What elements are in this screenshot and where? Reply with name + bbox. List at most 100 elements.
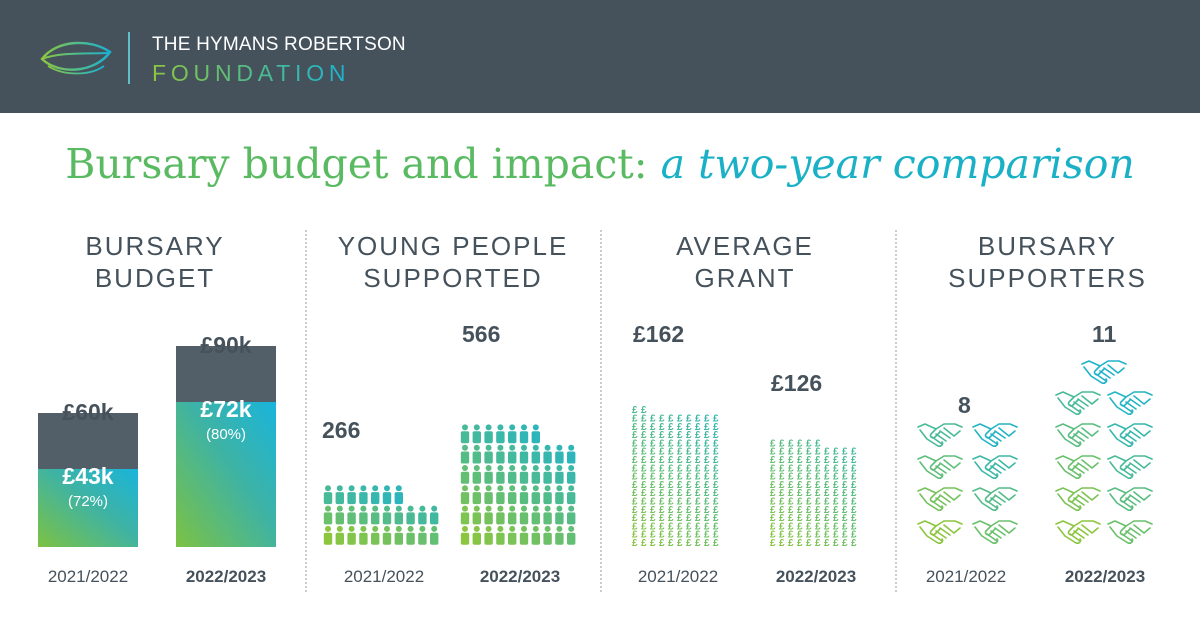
pound-icon: £ — [842, 505, 848, 516]
pound-icon: £ — [824, 455, 830, 466]
pound-icon: £ — [641, 430, 647, 441]
pound-icon: £ — [713, 521, 719, 532]
pound-icon: £ — [806, 488, 812, 499]
pound-icon: £ — [686, 488, 692, 499]
pound-icon: £ — [668, 488, 674, 499]
pound-icon: £ — [650, 455, 656, 466]
pound-icon: £ — [695, 513, 701, 524]
budget-spent-label: £72k — [200, 396, 252, 423]
person-icon — [496, 424, 505, 444]
person-icon — [496, 505, 505, 525]
person-icon — [508, 505, 517, 525]
brand-name-line1: THE HYMANS ROBERTSON — [152, 34, 406, 55]
panel-title-supporters: BURSARY SUPPORTERS — [915, 230, 1180, 294]
pound-icon: £ — [686, 538, 692, 549]
person-icon — [382, 525, 392, 545]
pound-icon: £ — [797, 438, 803, 449]
year-label: 2021/2022 — [925, 567, 1007, 586]
panel-title-line: SUPPORTED — [363, 263, 543, 293]
pound-icon: £ — [770, 447, 776, 458]
person-icon — [460, 424, 470, 444]
handshake-icon — [972, 487, 1018, 511]
person-icon — [347, 525, 356, 545]
pound-icon: £ — [824, 505, 830, 516]
person-icon — [460, 444, 470, 464]
pound-icon: £ — [770, 455, 776, 466]
supporters-value-2021: 8 — [958, 392, 971, 418]
person-icon — [460, 485, 470, 505]
pound-icon: £ — [815, 530, 821, 541]
person-icon — [543, 525, 552, 545]
pound-icon: £ — [770, 530, 776, 541]
budget-spent-label: £43k — [62, 463, 114, 490]
pound-icon: £ — [641, 472, 647, 483]
pound-icon: £ — [686, 521, 692, 532]
pound-icon: £ — [704, 422, 710, 433]
handshake-icon — [917, 423, 963, 447]
budget-percent-label: (72%) — [67, 493, 108, 511]
person-icon — [519, 424, 529, 444]
logo-divider — [128, 32, 130, 84]
pound-icon: £ — [824, 530, 830, 541]
person-icon — [508, 485, 517, 505]
pound-icon: £ — [833, 488, 839, 499]
person-icon — [460, 525, 470, 545]
pound-icon: £ — [797, 488, 803, 499]
pound-icon: £ — [668, 521, 674, 532]
person-icon — [543, 444, 552, 464]
person-icon — [543, 505, 552, 525]
person-icon — [543, 465, 552, 484]
pound-icon: £ — [695, 447, 701, 458]
pound-icon: £ — [704, 521, 710, 532]
pound-icon: £ — [677, 455, 683, 466]
pound-icon: £ — [668, 497, 674, 508]
pound-icon: £ — [833, 505, 839, 516]
pound-icon: £ — [806, 447, 812, 458]
handshake-icon — [1055, 455, 1101, 479]
person-icon — [531, 525, 540, 545]
person-icon — [567, 485, 576, 505]
pound-icon: £ — [851, 455, 857, 466]
pound-icon: £ — [788, 447, 794, 458]
pound-icon: £ — [842, 497, 848, 508]
person-icon — [394, 485, 403, 505]
pound-icon: £ — [842, 455, 848, 466]
pound-icon: £ — [677, 430, 683, 441]
pound-icon: £ — [842, 447, 848, 458]
pound-icon: £ — [686, 455, 692, 466]
pound-icon: £ — [650, 414, 656, 425]
pound-icon: £ — [788, 488, 794, 499]
person-icon — [347, 505, 356, 525]
person-icon — [371, 525, 380, 545]
person-icon — [335, 485, 344, 505]
pound-icon: £ — [650, 530, 656, 541]
person-icon — [335, 505, 344, 525]
person-icon — [347, 485, 356, 505]
panel-title-line: BURSARY — [977, 231, 1118, 261]
pound-icon: £ — [677, 505, 683, 516]
pound-icon: £ — [713, 480, 719, 491]
pound-icon: £ — [659, 538, 665, 549]
handshake-icon — [1055, 487, 1101, 511]
pound-icon: £ — [806, 505, 812, 516]
person-icon — [460, 465, 470, 484]
pound-icon: £ — [695, 438, 701, 449]
pound-icon: £ — [695, 521, 701, 532]
pound-icon: £ — [713, 422, 719, 433]
person-icon — [382, 485, 392, 505]
budget-total-segment: £90k — [176, 332, 276, 403]
pound-icon: £ — [686, 447, 692, 458]
pound-icon: £ — [713, 463, 719, 474]
pound-icon: £ — [650, 538, 656, 549]
pound-icon: £ — [632, 455, 638, 466]
pound-icon: £ — [713, 414, 719, 425]
pound-icon: £ — [677, 497, 683, 508]
pound-icon: £ — [779, 472, 785, 483]
pound-icon: £ — [851, 538, 857, 549]
person-icon — [371, 505, 380, 525]
pound-icon: £ — [806, 472, 812, 483]
budget-total-label: £90k — [200, 332, 252, 359]
pound-icon: £ — [650, 488, 656, 499]
pound-icon: £ — [770, 513, 776, 524]
